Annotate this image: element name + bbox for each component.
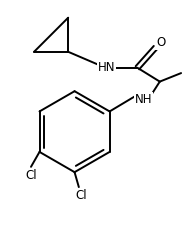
Text: Cl: Cl — [75, 189, 87, 202]
Text: HN: HN — [98, 61, 115, 74]
Text: NH: NH — [135, 93, 152, 106]
Text: O: O — [156, 36, 165, 49]
Text: Cl: Cl — [25, 169, 37, 182]
